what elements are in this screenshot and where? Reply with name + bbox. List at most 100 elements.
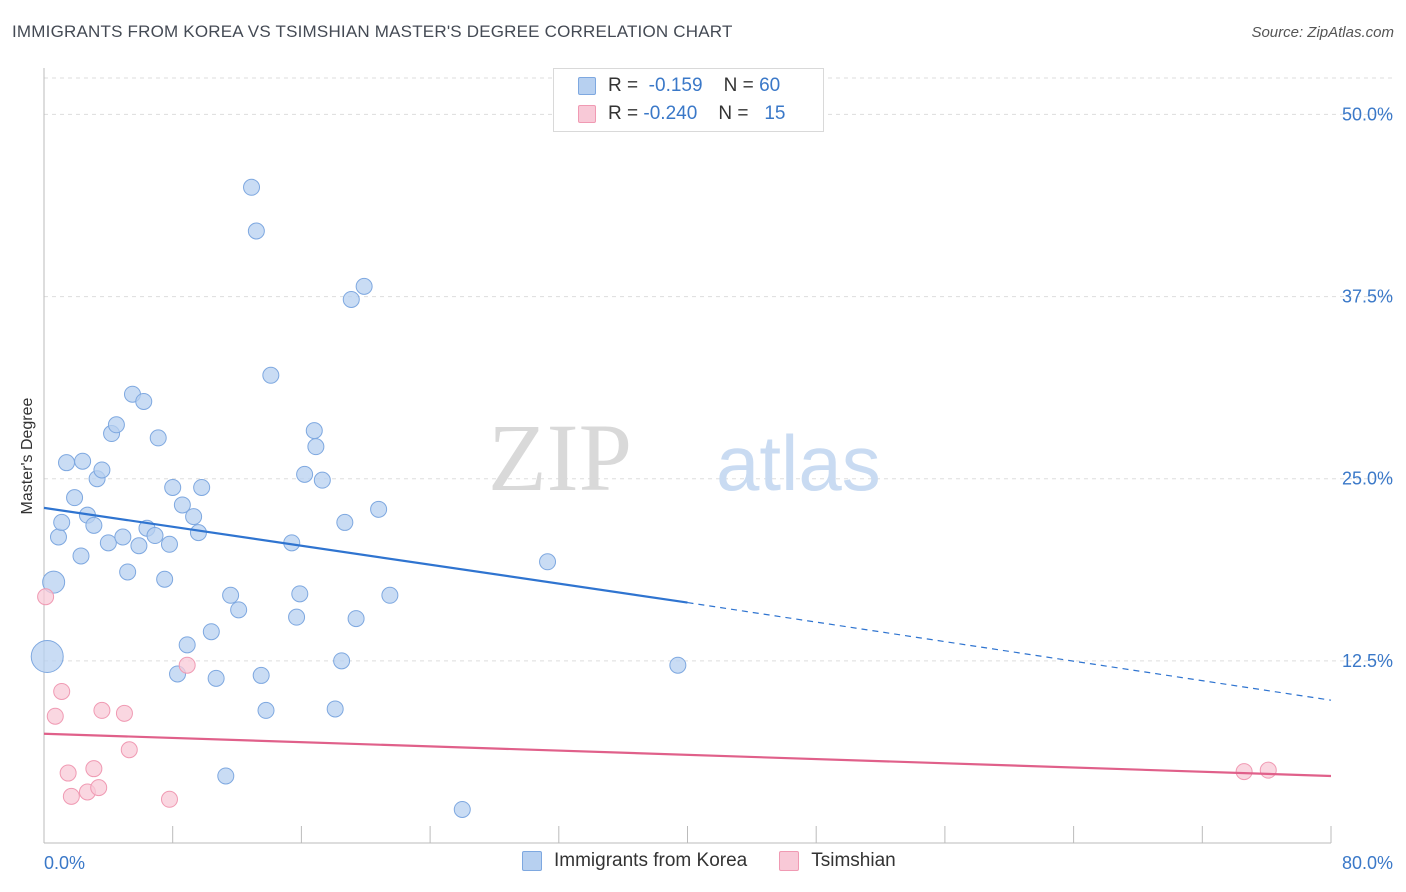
tsimshian-point (1259, 761, 1277, 779)
korea-point (146, 527, 164, 545)
korea-point (296, 465, 314, 483)
korea-point (193, 478, 211, 496)
korea-point (247, 222, 265, 240)
korea-point (164, 478, 182, 496)
korea-point (135, 392, 153, 410)
korea-point (313, 471, 331, 489)
korea-point (149, 429, 167, 447)
korea-point (72, 547, 90, 565)
tsimshian-legend-icon (779, 851, 800, 871)
chart-title: IMMIGRANTS FROM KOREA VS TSIMSHIAN MASTE… (12, 22, 733, 41)
tick-labels: 12.5% 25.0% 37.5% 50.0% 0.0% 80.0% (44, 104, 1393, 873)
tsimshian-point (160, 790, 178, 808)
korea-point (42, 570, 66, 594)
korea-point (539, 553, 557, 571)
tsimshian-point (59, 764, 77, 782)
watermark-atlas: atlas (716, 419, 881, 507)
korea-n-value: 60 (759, 75, 781, 96)
korea-point (257, 701, 275, 719)
korea-point (381, 586, 399, 604)
korea-point (114, 528, 132, 546)
tsimshian-point (120, 741, 138, 759)
korea-point (669, 656, 687, 674)
y-tick-label: 37.5% (1342, 287, 1393, 307)
korea-point (333, 652, 351, 670)
korea-point (243, 178, 261, 196)
tsimshian-point (93, 701, 111, 719)
korea-point (49, 528, 67, 546)
tsimshian-point (85, 760, 103, 778)
watermark: ZIP atlas (488, 404, 881, 511)
korea-point (66, 489, 84, 507)
korea-point (156, 570, 174, 588)
korea-point (288, 608, 306, 626)
source-credit: Source: ZipAtlas.com (1251, 24, 1394, 41)
grid-lines (44, 77, 1395, 662)
series-korea-points (30, 178, 687, 818)
tsimshian-point (90, 779, 108, 797)
korea-point (58, 454, 76, 472)
korea-point (326, 700, 344, 718)
legend-item-tsimshian[interactable]: Tsimshian (779, 850, 896, 872)
korea-trend-line (43, 506, 688, 604)
tsimshian-r-value: -0.240 (643, 103, 698, 124)
korea-point (74, 452, 92, 470)
tsimshian-point (53, 682, 71, 700)
korea-trend-extension (687, 601, 1332, 701)
korea-point (207, 669, 225, 687)
series-tsimshian-points (37, 588, 1277, 808)
korea-point (217, 767, 235, 785)
korea-point (160, 535, 178, 553)
x-tick-label-min: 0.0% (44, 853, 85, 873)
tsimshian-point (1235, 763, 1253, 781)
korea-point (336, 513, 354, 531)
y-tick-label: 12.5% (1342, 651, 1393, 671)
legend-korea-label: Immigrants from Korea (554, 850, 748, 871)
korea-point (305, 422, 323, 440)
tsimshian-n-value: 15 (764, 103, 786, 124)
korea-point (30, 639, 64, 673)
legend-row-korea: R = -0.159 N = 60 (578, 74, 780, 98)
trend-lines (43, 506, 1332, 778)
tsimshian-point (115, 704, 133, 722)
korea-point (355, 277, 373, 295)
korea-point (99, 534, 117, 552)
korea-point (307, 438, 325, 456)
korea-point (185, 508, 203, 526)
korea-point (85, 516, 103, 534)
legend-item-korea[interactable]: Immigrants from Korea (522, 850, 747, 872)
stats-legend: R = -0.159 N = 60 R = -0.240 N = 15 (553, 68, 824, 132)
korea-point (107, 416, 125, 434)
korea-point (230, 601, 248, 619)
korea-point (130, 537, 148, 555)
tsimshian-trend-line (43, 732, 1332, 778)
axes (43, 68, 1332, 844)
r-label: R = (608, 103, 639, 124)
korea-legend-icon (522, 851, 542, 871)
korea-point (53, 513, 71, 531)
korea-point (342, 290, 360, 308)
korea-point (189, 524, 207, 542)
korea-point (119, 563, 137, 581)
korea-point (252, 666, 270, 684)
legend-row-tsimshian: R = -0.240 N = 15 (578, 102, 785, 126)
x-tick-label-max: 80.0% (1342, 853, 1393, 873)
tsimshian-swatch-icon (578, 105, 596, 123)
tsimshian-point (178, 656, 196, 674)
tsimshian-point (37, 588, 55, 606)
korea-point (202, 623, 220, 641)
korea-point (178, 636, 196, 654)
tsimshian-point (62, 787, 80, 805)
series-legend: Immigrants from Korea Tsimshian (522, 850, 928, 872)
korea-point (262, 366, 280, 384)
y-tick-label: 50.0% (1342, 104, 1393, 124)
legend-tsimshian-label: Tsimshian (811, 850, 896, 871)
korea-point (291, 585, 309, 603)
n-label: N = (723, 75, 754, 96)
watermark-zip: ZIP (488, 404, 632, 511)
korea-point (453, 800, 471, 818)
r-label: R = (608, 75, 639, 96)
y-tick-label: 25.0% (1342, 469, 1393, 489)
korea-point (347, 610, 365, 628)
